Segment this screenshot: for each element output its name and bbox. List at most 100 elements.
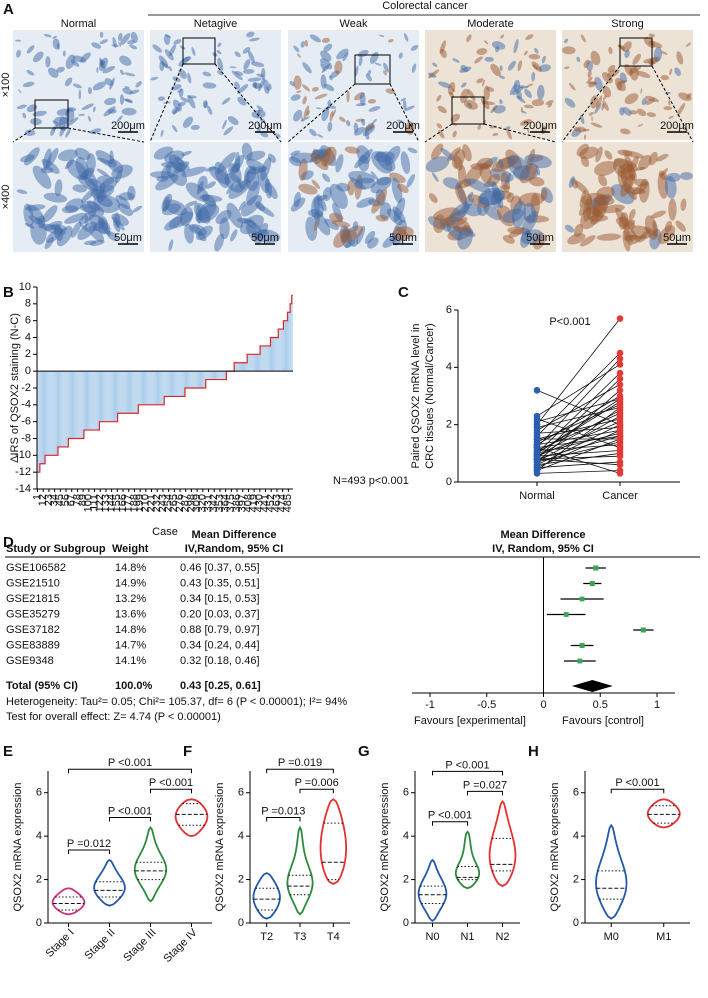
- tissue: [265, 182, 278, 199]
- tissue: [196, 181, 204, 195]
- tissue: [72, 83, 82, 89]
- tissue: [474, 56, 483, 64]
- x-tick-label: 144: [106, 494, 118, 512]
- tissue: [428, 193, 438, 203]
- tissue: [663, 106, 673, 111]
- tissue: [309, 34, 321, 43]
- tissue: [636, 108, 647, 117]
- tissue: [376, 176, 392, 186]
- tissue: [290, 94, 301, 101]
- tissue: [668, 99, 671, 106]
- tissue: [45, 228, 63, 243]
- tissue: [187, 94, 196, 109]
- tissue: [517, 85, 529, 89]
- tissue: [321, 37, 330, 44]
- tissue: [674, 67, 681, 77]
- effect-marker: [640, 627, 646, 633]
- tissue: [624, 49, 630, 59]
- tissue: [459, 66, 472, 73]
- x-tick-label: T3: [294, 931, 307, 943]
- tissue: [321, 63, 331, 73]
- tissue: [440, 148, 456, 161]
- plot-header: Mean Difference: [501, 529, 586, 541]
- pair-line: [536, 430, 621, 446]
- tissue: [234, 81, 240, 90]
- tissue: [513, 79, 521, 93]
- tissue: [112, 37, 117, 48]
- y-tick-label: -10: [15, 449, 31, 461]
- zoom-line: [651, 65, 694, 143]
- tissue: [332, 220, 351, 228]
- panel-label: G: [358, 743, 370, 760]
- tissue: [96, 168, 109, 177]
- tissue: [241, 194, 262, 217]
- y-tick-label: 2: [238, 873, 244, 885]
- tissue: [40, 166, 54, 174]
- tissue: [78, 113, 86, 116]
- pair-line: [536, 378, 621, 460]
- tissue: [246, 150, 266, 161]
- tissue: [525, 34, 534, 40]
- tissue: [353, 126, 366, 136]
- tissue: [72, 184, 88, 193]
- x-tick-label: 353: [214, 494, 226, 512]
- tissue: [203, 101, 207, 109]
- x-tick-label: 320: [197, 494, 209, 512]
- tissue: [506, 129, 512, 140]
- tissue: [440, 48, 447, 59]
- effect-label: 0.34 [0.24, 0.44]: [180, 639, 260, 651]
- tissue: [584, 134, 587, 140]
- tissue: [368, 106, 381, 112]
- tissue: [638, 154, 652, 170]
- y-tick-label: 4: [25, 331, 31, 343]
- tissue: [43, 33, 52, 38]
- x-axis-label: Case: [152, 526, 178, 538]
- tissue: [406, 174, 415, 188]
- x-tick-label: 0: [540, 699, 546, 711]
- pair-line: [536, 398, 621, 454]
- tissue: [162, 62, 170, 69]
- tissue: [334, 60, 343, 75]
- micrograph: 200μm: [150, 30, 282, 140]
- tissue: [636, 235, 647, 243]
- tissue: [404, 105, 415, 111]
- tissue: [398, 52, 403, 59]
- effect-label: 0.20 [0.03, 0.37]: [180, 608, 260, 620]
- tissue: [587, 76, 593, 82]
- tissue: [347, 179, 355, 196]
- p-value-label: P <0.001: [108, 757, 152, 769]
- tissue: [115, 195, 131, 209]
- x-tick-label: T4: [327, 931, 340, 943]
- tissue: [268, 83, 272, 90]
- tissue: [457, 226, 473, 250]
- significance-bracket: [610, 788, 665, 794]
- y-axis-label: QSOX2 mRNA expression: [12, 783, 24, 912]
- tissue: [297, 53, 301, 58]
- tissue: [451, 87, 455, 93]
- column-label: Weak: [340, 18, 368, 30]
- p-value-label: P =0.019: [278, 757, 322, 769]
- tissue: [323, 83, 335, 92]
- tissue: [50, 126, 56, 136]
- effect-marker: [577, 658, 583, 664]
- tissue: [193, 202, 211, 224]
- tissue: [87, 200, 100, 212]
- tissue: [520, 230, 532, 248]
- tissue: [452, 58, 460, 63]
- tissue: [202, 82, 217, 89]
- tissue: [620, 163, 634, 189]
- tissue: [216, 49, 222, 55]
- y-tick-label: 6: [36, 787, 42, 799]
- pair-line: [536, 372, 621, 454]
- pair-line: [536, 461, 621, 469]
- pair-line: [536, 395, 621, 446]
- tissue: [119, 94, 125, 105]
- study-name: GSE106582: [6, 562, 66, 574]
- tissue: [99, 31, 104, 38]
- tissue: [160, 129, 164, 137]
- tissue: [309, 128, 317, 137]
- y-tick-label: 0: [36, 917, 42, 929]
- zoom-box: [451, 96, 485, 125]
- tissue: [680, 171, 693, 180]
- tissue: [507, 154, 530, 180]
